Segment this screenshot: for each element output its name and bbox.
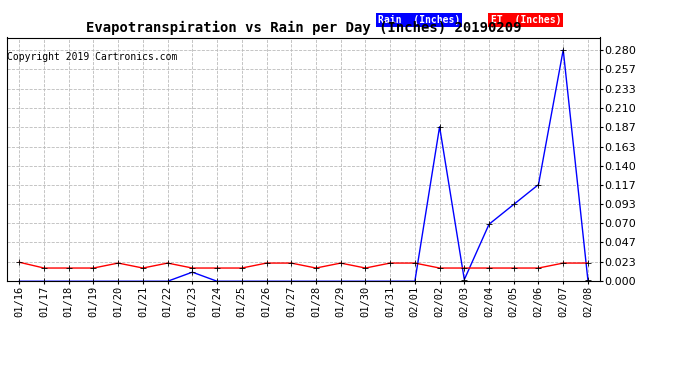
Title: Evapotranspiration vs Rain per Day (Inches) 20190209: Evapotranspiration vs Rain per Day (Inch… (86, 21, 522, 35)
Text: Rain  (Inches): Rain (Inches) (378, 15, 460, 26)
Text: Copyright 2019 Cartronics.com: Copyright 2019 Cartronics.com (7, 52, 177, 62)
Text: ET  (Inches): ET (Inches) (491, 15, 561, 26)
